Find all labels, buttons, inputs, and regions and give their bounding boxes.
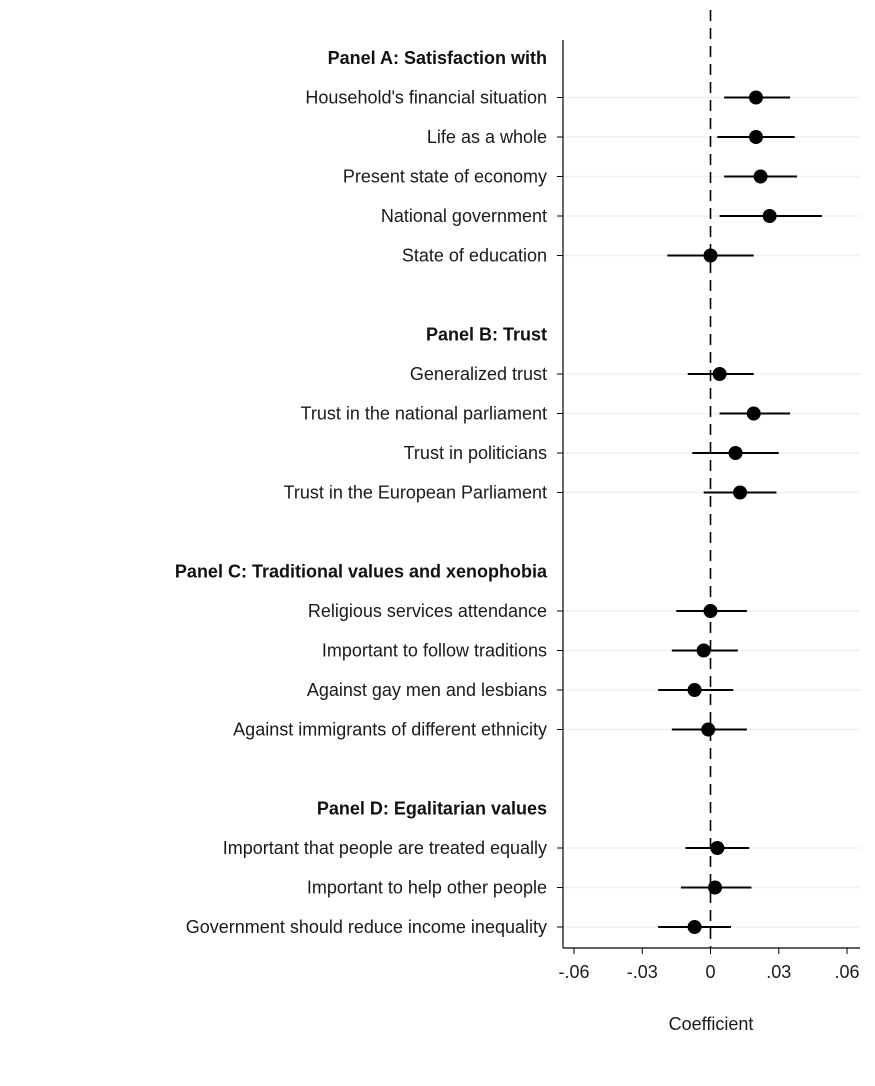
coefficient-point — [687, 920, 702, 934]
coefficient-point — [749, 90, 763, 105]
panel-header: Panel D: Egalitarian values — [317, 799, 547, 819]
coefficient-point — [749, 130, 763, 144]
row-label: Life as a whole — [427, 127, 547, 147]
coefficient-point — [753, 169, 768, 184]
coefficient-point — [701, 722, 716, 737]
coefficient-point — [687, 683, 702, 697]
panel-header: Panel B: Trust — [426, 325, 547, 345]
coefficient-point — [746, 406, 761, 421]
coefficient-point — [733, 485, 748, 500]
coefficient-point — [696, 643, 711, 658]
coefficient-point — [710, 841, 725, 855]
x-tick-label: .06 — [834, 962, 859, 982]
axes: -.06 -.03 0 .03 .06 — [557, 10, 860, 982]
row-label: Against gay men and lesbians — [307, 680, 547, 700]
row-label: National government — [381, 206, 547, 226]
row-label: State of education — [402, 246, 547, 266]
row-label: Present state of economy — [343, 167, 547, 187]
x-tick-label: 0 — [705, 962, 715, 982]
panel-header: Panel C: Traditional values and xenophob… — [175, 562, 548, 582]
coefficient-point — [712, 367, 727, 381]
coefficient-point — [762, 209, 777, 223]
row-label: Important that people are treated equall… — [223, 838, 547, 858]
panel-header: Panel A: Satisfaction with — [328, 48, 547, 68]
coefficient-point — [703, 248, 718, 263]
x-axis-title: Coefficient — [669, 1014, 754, 1034]
row-label: Trust in the national parliament — [301, 404, 547, 424]
row-label: Important to help other people — [307, 878, 547, 898]
row-label: Government should reduce income inequali… — [186, 917, 547, 937]
data-marks — [658, 90, 822, 934]
coefficient-point — [708, 880, 723, 895]
row-label: Religious services attendance — [308, 601, 547, 621]
x-tick-label: -.03 — [627, 962, 658, 982]
row-labels: Panel A: Satisfaction with Household's fi… — [175, 48, 548, 937]
grid-layer — [563, 96, 860, 928]
x-tick-label: .03 — [766, 962, 791, 982]
row-label: Trust in politicians — [404, 443, 547, 463]
row-label: Trust in the European Parliament — [284, 483, 547, 503]
coefficient-point — [728, 446, 743, 460]
x-tick-label: -.06 — [558, 962, 589, 982]
row-label: Generalized trust — [410, 364, 547, 384]
coefficient-point — [703, 604, 718, 618]
row-label: Household's financial situation — [305, 88, 547, 108]
row-label: Important to follow traditions — [322, 641, 547, 661]
row-label: Against immigrants of different ethnicit… — [233, 720, 547, 740]
